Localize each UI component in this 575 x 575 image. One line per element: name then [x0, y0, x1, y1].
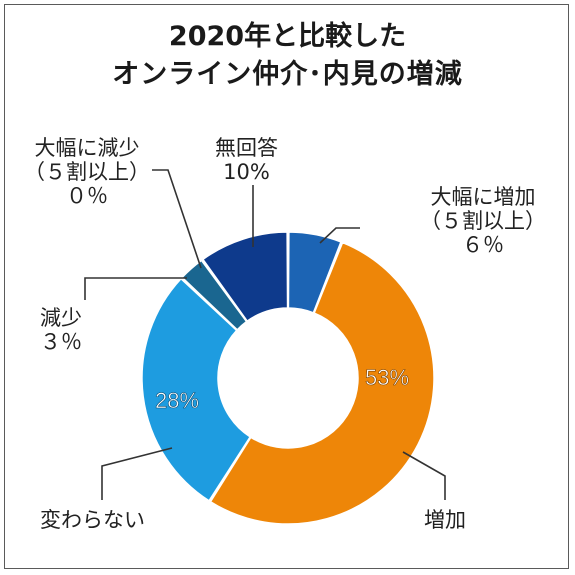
- slice-decrease: [181, 259, 248, 331]
- label-decrease-name: 減少: [40, 306, 82, 330]
- chart-title: 2020年と比較した オンライン仲介･内見の増減: [0, 18, 575, 94]
- slice-label-increase: 53%: [365, 365, 409, 390]
- label-big-decrease-note: （５割以上）: [24, 160, 150, 184]
- label-no-change: 変わらない: [40, 508, 145, 532]
- leader-decrease: [84, 277, 187, 300]
- label-no-answer-name: 無回答: [215, 136, 278, 160]
- leader-big-increase: [319, 227, 360, 244]
- label-big-decrease-value: ０％: [66, 184, 108, 208]
- label-big-decrease: 大幅に減少 （５割以上） ０％: [24, 136, 150, 208]
- label-no-change-name: 変わらない: [40, 508, 145, 532]
- label-increase: 増加: [424, 508, 466, 532]
- donut-slices: [141, 231, 435, 525]
- slice-increase: [209, 241, 435, 525]
- label-big-increase-name: 大幅に増加: [430, 185, 536, 209]
- slice-no-change: [141, 277, 252, 502]
- leader-lines: [84, 169, 446, 500]
- label-no-answer: 無回答 10%: [215, 136, 278, 184]
- leader-big-decrease: [152, 169, 202, 269]
- label-no-answer-value: 10%: [223, 160, 270, 184]
- leader-increase: [402, 451, 446, 500]
- slice-big-increase: [287, 231, 342, 314]
- label-decrease: 減少 ３％: [40, 306, 82, 354]
- label-big-increase-note: （５割以上）: [420, 209, 546, 233]
- slice-no-answer: [201, 231, 289, 323]
- label-big-decrease-name: 大幅に減少: [34, 136, 140, 160]
- label-increase-name: 増加: [424, 508, 466, 532]
- label-decrease-value: ３％: [40, 330, 82, 354]
- slice-label-no-change: 28%: [155, 388, 199, 413]
- label-big-increase-value: ６％: [462, 233, 504, 257]
- title-line-1: 2020年と比較した: [168, 21, 407, 52]
- title-line-2: オンライン仲介･内見の増減: [112, 59, 463, 90]
- label-big-increase: 大幅に増加 （５割以上） ６％: [420, 185, 546, 257]
- leader-no-change: [101, 447, 173, 500]
